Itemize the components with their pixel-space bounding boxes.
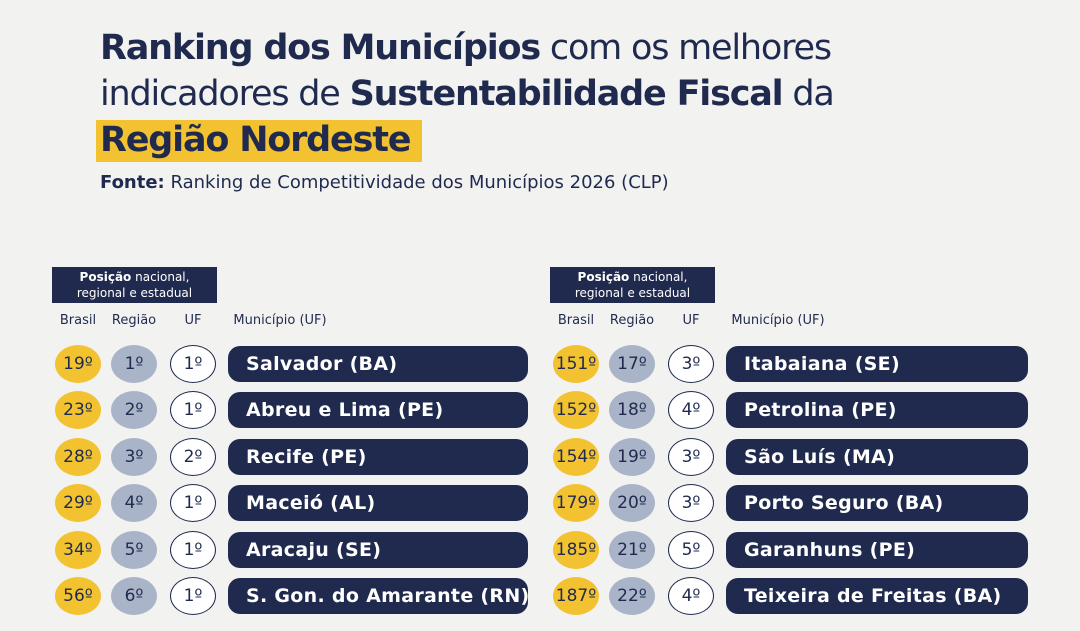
uf-rank: 3º — [668, 345, 714, 383]
municipio: S. Gon. do Amarante (RN) — [228, 578, 529, 614]
municipio: Recife (PE) — [228, 438, 528, 475]
municipio: Abreu e Lima (PE) — [228, 392, 528, 429]
uf-rank: 1º — [170, 530, 216, 569]
title-line: indicadores de Sustentabilidade Fiscal d… — [100, 74, 835, 114]
column-header: UF — [682, 313, 700, 328]
regiao-rank: 22º — [609, 577, 655, 615]
brasil-rank: 179º — [553, 484, 599, 523]
uf-rank: 1º — [170, 577, 216, 615]
title-line: Ranking dos Municípios com os melhores — [100, 28, 832, 68]
column-header: Brasil — [557, 313, 595, 328]
source-text: Ranking de Competitividade dos Município… — [170, 172, 669, 193]
header-text: regional e estadual — [76, 286, 193, 300]
brasil-rank: 187º — [553, 577, 599, 615]
title-text: com os melhores — [549, 28, 832, 68]
brasil-rank: 28º — [55, 437, 101, 476]
uf-rank: 3º — [668, 437, 714, 476]
header-text: Posição — [79, 270, 132, 284]
regiao-rank: 6º — [111, 577, 157, 615]
header-text: regional e estadual — [574, 286, 691, 300]
column-header: UF — [184, 313, 202, 328]
regiao-rank: 20º — [609, 484, 655, 523]
brasil-rank: 29º — [55, 484, 101, 523]
title-text: da — [792, 74, 834, 114]
municipio: Maceió (AL) — [228, 485, 528, 522]
column-header: Município (UF) — [233, 313, 327, 328]
brasil-rank: 152º — [553, 391, 599, 430]
source-label: Fonte: — [100, 172, 165, 193]
municipio: Itabaiana (SE) — [726, 346, 1028, 382]
brasil-rank: 23º — [55, 391, 101, 430]
uf-rank: 4º — [668, 391, 714, 430]
regiao-rank: 18º — [609, 391, 655, 430]
brasil-rank: 19º — [55, 345, 101, 383]
header-text: Posição — [577, 270, 630, 284]
regiao-rank: 1º — [111, 345, 157, 383]
regiao-rank: 4º — [111, 484, 157, 523]
regiao-rank: 5º — [111, 530, 157, 569]
header-text: nacional, — [633, 270, 688, 284]
regiao-rank: 21º — [609, 530, 655, 569]
header-box: Posição nacional, regional e estadual — [550, 267, 715, 303]
brasil-rank: 154º — [553, 437, 599, 476]
title-bold: Ranking dos Municípios — [100, 28, 541, 68]
column-header: Região — [609, 313, 655, 328]
uf-rank: 1º — [170, 391, 216, 430]
uf-rank: 1º — [170, 484, 216, 523]
municipio: Salvador (BA) — [228, 346, 528, 382]
municipio: São Luís (MA) — [726, 438, 1028, 475]
regiao-rank: 19º — [609, 437, 655, 476]
source: Fonte: Ranking de Competitividade dos Mu… — [100, 172, 669, 193]
title-text: indicadores de — [100, 74, 341, 114]
title-bold: Sustentabilidade Fiscal — [349, 74, 784, 114]
municipio: Teixeira de Freitas (BA) — [726, 578, 1028, 614]
uf-rank: 3º — [668, 484, 714, 523]
regiao-rank: 17º — [609, 345, 655, 383]
column-header: Brasil — [59, 313, 97, 328]
header-box: Posição nacional, regional e estadual — [52, 267, 217, 303]
column-header: Região — [111, 313, 157, 328]
regiao-rank: 3º — [111, 437, 157, 476]
brasil-rank: 56º — [55, 577, 101, 615]
municipio: Petrolina (PE) — [726, 392, 1028, 429]
column-header: Município (UF) — [731, 313, 825, 328]
municipio: Aracaju (SE) — [228, 531, 528, 568]
municipio: Garanhuns (PE) — [726, 531, 1028, 568]
municipio: Porto Seguro (BA) — [726, 485, 1028, 522]
uf-rank: 5º — [668, 530, 714, 569]
brasil-rank: 151º — [553, 345, 599, 383]
brasil-rank: 34º — [55, 530, 101, 569]
brasil-rank: 185º — [553, 530, 599, 569]
title-highlight: Região Nordeste — [96, 120, 423, 162]
uf-rank: 1º — [170, 345, 216, 383]
uf-rank: 4º — [668, 577, 714, 615]
title-line: Região Nordeste — [96, 120, 423, 162]
regiao-rank: 2º — [111, 391, 157, 430]
uf-rank: 2º — [170, 437, 216, 476]
header-text: nacional, — [135, 270, 190, 284]
